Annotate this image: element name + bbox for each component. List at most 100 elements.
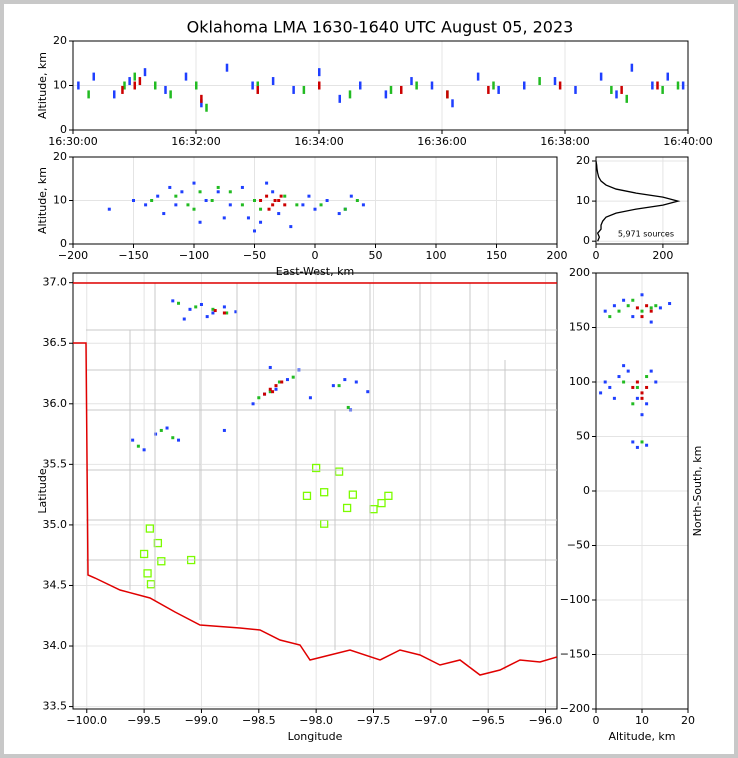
source-point bbox=[343, 207, 347, 211]
source-point bbox=[289, 225, 293, 229]
source-point bbox=[213, 309, 217, 313]
x-tick-label: −200 bbox=[58, 249, 88, 262]
annotation: 5,971 sources bbox=[618, 230, 674, 239]
source-point bbox=[157, 557, 166, 566]
y-axis-label: Altitude, km bbox=[36, 167, 49, 234]
y-tick-label: 0 bbox=[583, 484, 590, 497]
canvas bbox=[4, 4, 734, 754]
source-point bbox=[283, 203, 287, 207]
source-point bbox=[184, 72, 188, 81]
x-tick-label: 16:36:00 bbox=[417, 135, 466, 148]
source-point bbox=[631, 315, 635, 319]
source-point bbox=[349, 194, 353, 198]
source-point bbox=[225, 311, 229, 315]
panel: 16:30:00 16:32:00 16:34:00 16:36:00 16:38:00… bbox=[36, 34, 713, 148]
source-point bbox=[620, 85, 623, 94]
panel: −200 −150 −100 −50 0 50 100 150 200 0 10 20 East-Wes… bbox=[36, 150, 568, 278]
source-point bbox=[622, 298, 626, 302]
state-boundary bbox=[73, 282, 557, 676]
source-point bbox=[640, 315, 644, 319]
source-point bbox=[107, 207, 111, 211]
source-point bbox=[337, 212, 341, 216]
source-point bbox=[346, 405, 350, 409]
source-point bbox=[640, 391, 644, 395]
source-point bbox=[612, 304, 616, 308]
source-point bbox=[603, 309, 607, 313]
source-point bbox=[200, 94, 203, 103]
y-tick-label: −150 bbox=[560, 648, 590, 661]
marks bbox=[596, 160, 681, 242]
source-point bbox=[279, 194, 283, 198]
county-lines bbox=[86, 283, 557, 670]
source-point bbox=[668, 302, 672, 306]
source-point bbox=[131, 438, 135, 442]
y-axis-label: Altitude, km bbox=[36, 52, 49, 119]
source-point bbox=[446, 90, 449, 99]
source-point bbox=[355, 199, 359, 202]
y-tick-label: 10 bbox=[53, 194, 67, 207]
source-point bbox=[271, 390, 275, 394]
source-point bbox=[144, 203, 148, 207]
source-point bbox=[553, 77, 557, 86]
source-point bbox=[307, 194, 311, 198]
x-tick-label: 20 bbox=[681, 714, 695, 727]
x-tick-label: 0 bbox=[593, 714, 600, 727]
y-tick-label: −200 bbox=[560, 702, 590, 715]
source-point bbox=[622, 380, 626, 384]
source-point bbox=[156, 194, 160, 198]
source-point bbox=[225, 63, 229, 72]
panel: 0 10 20 −200 −150 −100 −50 0 50 100 150 200 Altitude… bbox=[560, 266, 704, 743]
source-point bbox=[240, 203, 244, 207]
source-point bbox=[640, 440, 644, 444]
source-point bbox=[492, 81, 495, 90]
source-point bbox=[631, 385, 635, 389]
source-point bbox=[145, 524, 154, 533]
source-point bbox=[256, 85, 259, 94]
source-point bbox=[77, 81, 80, 90]
source-point bbox=[366, 390, 370, 394]
marks bbox=[599, 293, 672, 449]
source-point bbox=[204, 199, 208, 202]
y-tick-label: 0 bbox=[583, 234, 590, 247]
source-point bbox=[661, 85, 664, 94]
source-point bbox=[165, 426, 169, 430]
source-point bbox=[277, 199, 281, 202]
source-point bbox=[271, 190, 275, 194]
marks bbox=[77, 63, 685, 112]
source-point bbox=[319, 203, 323, 207]
x-tick-label: −98.0 bbox=[299, 714, 333, 727]
source-point bbox=[263, 392, 267, 396]
y-tick-label: 36.0 bbox=[43, 397, 68, 410]
source-point bbox=[121, 85, 124, 94]
source-point bbox=[630, 63, 634, 72]
source-point bbox=[608, 385, 612, 389]
source-point bbox=[268, 365, 272, 369]
source-point bbox=[487, 85, 490, 94]
source-point bbox=[182, 317, 186, 321]
source-point bbox=[325, 199, 329, 202]
source-point bbox=[343, 378, 347, 382]
source-point bbox=[291, 375, 295, 379]
source-point bbox=[174, 194, 178, 198]
source-point bbox=[334, 467, 344, 476]
source-point bbox=[497, 85, 500, 94]
y-tick-label: 0 bbox=[60, 123, 67, 136]
source-point bbox=[631, 440, 635, 444]
source-point bbox=[87, 90, 90, 99]
source-point bbox=[195, 81, 198, 90]
source-point bbox=[265, 194, 269, 198]
chart-title: Oklahoma LMA 1630-1640 UTC August 05, 20… bbox=[187, 18, 574, 37]
source-point bbox=[171, 299, 175, 303]
source-point bbox=[626, 304, 630, 308]
source-point bbox=[192, 207, 196, 211]
source-point bbox=[246, 216, 250, 220]
x-tick-label: 16:40:00 bbox=[663, 135, 712, 148]
y-tick-label: 10 bbox=[53, 79, 67, 92]
source-point bbox=[415, 81, 418, 90]
y-tick-label: 100 bbox=[569, 375, 590, 388]
source-point bbox=[210, 199, 214, 202]
source-point bbox=[153, 538, 163, 548]
source-point bbox=[222, 311, 226, 315]
source-point bbox=[311, 463, 321, 473]
source-point bbox=[174, 203, 178, 207]
